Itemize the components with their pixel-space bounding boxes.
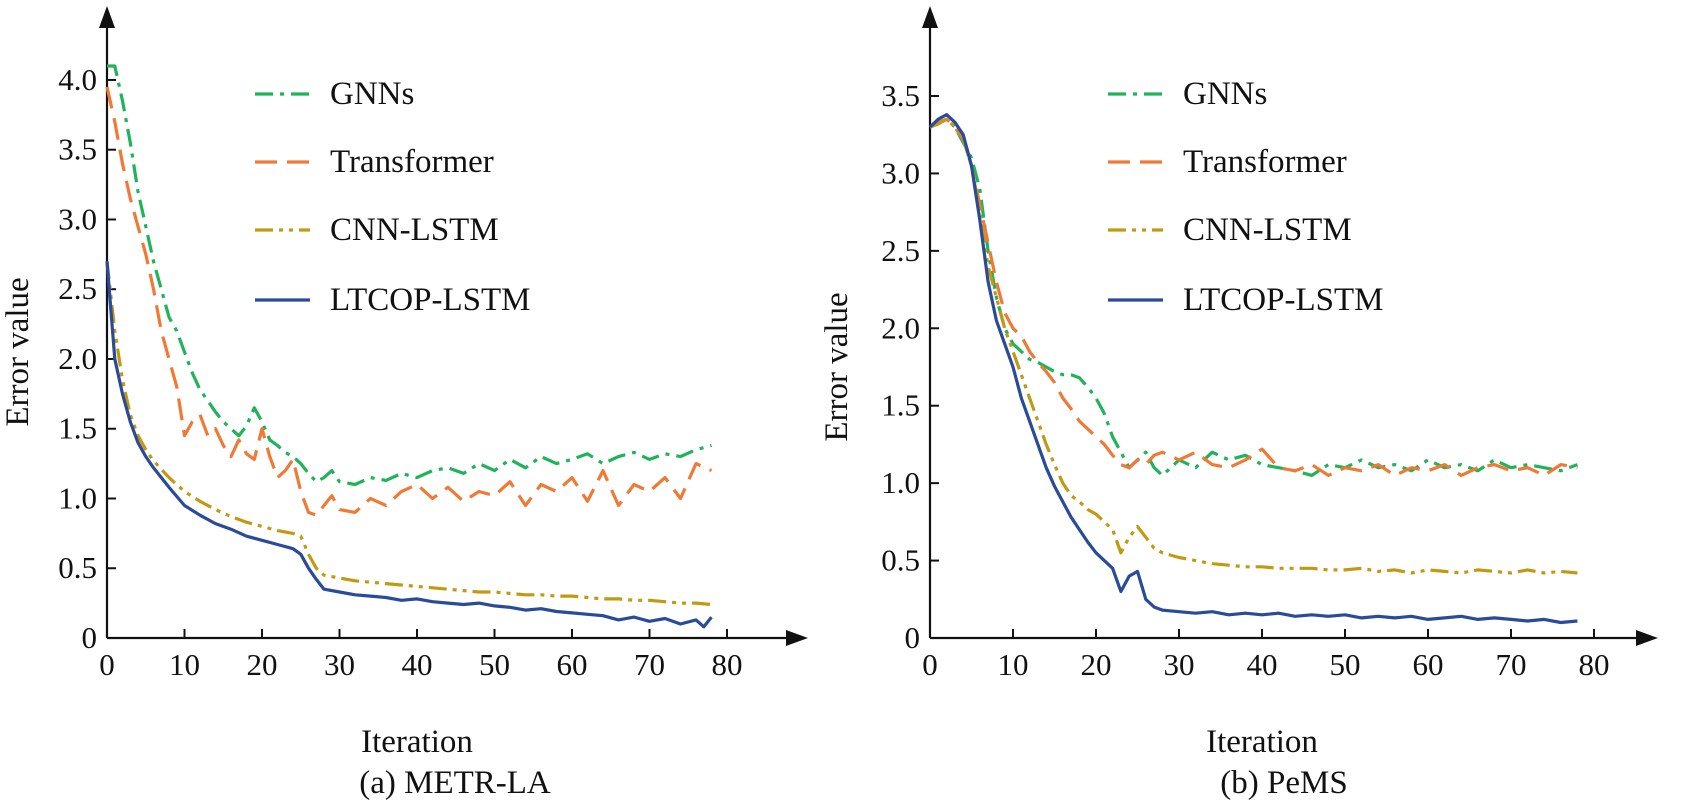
panel-metr-la: 0 10 20 30 40 50 60 70 80 0 0.5 1.0 1.5 2.0 2.5 3.0 3.5 4…	[0, 6, 808, 801]
y-tick-label: 4.0	[58, 62, 97, 97]
x-tick-label: 80	[712, 647, 743, 682]
x-axis-arrow	[1636, 630, 1658, 646]
x-tick-label: 20	[1081, 647, 1112, 682]
legend-label: Transformer	[330, 144, 494, 180]
series-line-cnn-lstm	[105, 261, 712, 607]
y-tick-label: 1.5	[58, 411, 97, 446]
panel-caption: (a) METR-LA	[359, 765, 551, 801]
x-tick-label: 40	[1247, 647, 1278, 682]
x-tick-label: 0	[922, 647, 938, 682]
legend-label: CNN-LSTM	[330, 212, 499, 248]
legend-label: Transformer	[1183, 144, 1347, 180]
y-tick-label: 1.0	[58, 480, 97, 515]
y-tick-label: 2.5	[58, 271, 97, 306]
x-axis-label: Iteration	[361, 724, 473, 760]
series-line-ltcop-lstm	[105, 261, 713, 629]
y-tick-label: 3.0	[58, 201, 97, 236]
y-axis-arrow	[99, 6, 115, 28]
legend-label: LTCOP-LSTM	[330, 282, 530, 318]
y-tick-label: 0.5	[881, 543, 920, 578]
y-axis-label: Error value	[819, 292, 855, 441]
y-tick-label: 0	[905, 620, 921, 655]
y-tick-label: 0.5	[58, 550, 97, 585]
x-tick-label: 50	[479, 647, 510, 682]
y-tick-label: 2.0	[881, 310, 920, 345]
y-tick-label: 3.5	[58, 132, 97, 167]
y-tick-label: 2.0	[58, 341, 97, 376]
legend-label: CNN-LSTM	[1183, 212, 1352, 248]
x-tick-label: 10	[169, 647, 200, 682]
legend-label: GNNs	[1183, 76, 1267, 112]
series-line-ltcop-lstm	[928, 113, 1578, 625]
legend-label: LTCOP-LSTM	[1183, 282, 1383, 318]
x-tick-label: 20	[247, 647, 278, 682]
panel-pems: 0 10 20 30 40 50 60 70 80 0 0.5 1.0 1.5 2.0 2.5 3.0 3.5 I…	[819, 6, 1658, 801]
y-tick-label: 3.5	[881, 78, 920, 113]
legend-label: GNNs	[330, 76, 414, 112]
x-tick-label: 60	[557, 647, 588, 682]
y-axis-arrow	[922, 6, 938, 28]
y-tick-label: 1.0	[881, 465, 920, 500]
y-tick-label: 0	[82, 620, 98, 655]
series-line-cnn-lstm	[929, 117, 1578, 575]
series-line-gnns	[107, 64, 712, 487]
x-tick-label: 0	[99, 647, 115, 682]
y-axis-label: Error value	[0, 277, 36, 426]
x-tick-label: 50	[1330, 647, 1361, 682]
x-tick-label: 40	[402, 647, 433, 682]
x-tick-label: 80	[1579, 647, 1610, 682]
x-tick-label: 30	[324, 647, 355, 682]
y-tick-label: 1.5	[881, 388, 920, 423]
series-line-transformer	[929, 117, 1578, 477]
y-tick-label: 3.0	[881, 155, 920, 190]
x-tick-label: 70	[634, 647, 665, 682]
x-axis-arrow	[786, 630, 808, 646]
panel-caption: (b) PeMS	[1220, 765, 1347, 801]
x-tick-label: 10	[998, 647, 1029, 682]
x-tick-label: 30	[1164, 647, 1195, 682]
x-axis-label: Iteration	[1206, 724, 1318, 760]
x-tick-label: 60	[1413, 647, 1444, 682]
series-line-transformer	[105, 86, 713, 517]
x-tick-label: 70	[1496, 647, 1527, 682]
y-tick-label: 2.5	[881, 233, 920, 268]
